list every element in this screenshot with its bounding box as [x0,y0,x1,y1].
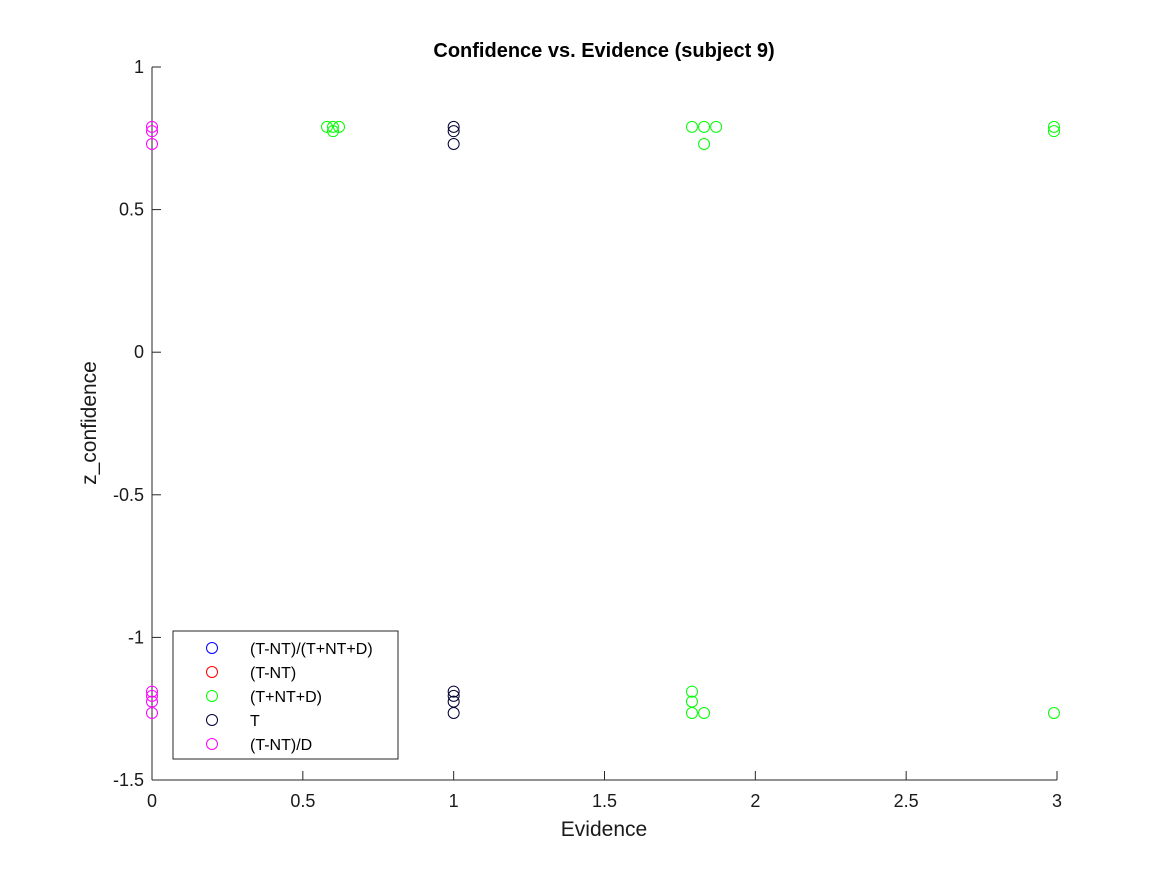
x-tick-label: 0 [147,791,157,811]
y-tick-label: 0.5 [119,200,144,220]
x-tick-label: 3 [1052,791,1062,811]
legend-entry: (T-NT)/D [250,737,312,754]
legend-marker [206,714,218,726]
legend-entry: (T+NT+D) [250,689,322,706]
y-axis-label: z_confidence [78,361,101,485]
data-points [146,120,1060,719]
data-point [698,138,711,151]
data-point [685,695,698,708]
data-point [447,138,460,151]
data-point [685,685,698,698]
data-point [1047,120,1060,133]
data-point [333,120,346,133]
x-tick-label: 1.5 [592,791,617,811]
legend-entry: (T-NT)/(T+NT+D) [250,641,373,658]
data-point [146,120,158,133]
data-point [698,120,711,133]
data-point [447,125,460,138]
legend-marker [206,642,218,654]
data-point [1047,125,1060,138]
data-point [146,685,158,698]
legend-box [172,630,399,760]
x-axis-label: Evidence [561,818,647,841]
data-point [447,689,460,702]
data-point [1047,706,1060,719]
legend: (T-NT)/(T+NT+D) (T-NT) (T+NT+D) T (T-NT)/D [172,630,399,760]
y-tick-label: -0.5 [113,485,144,505]
data-point [447,685,460,698]
legend-entry: (T-NT) [250,665,296,682]
data-point [320,120,333,133]
data-point [698,706,711,719]
x-tick-label: 2.5 [894,791,919,811]
data-point [447,120,460,133]
legend-entry: T [250,713,260,730]
legend-marker [206,666,218,678]
y-tick-label: -1 [128,627,144,647]
y-tick-label: 0 [134,342,144,362]
x-tick-label: 0.5 [290,791,315,811]
y-tick-label: 1 [134,57,144,77]
data-point [146,689,158,702]
data-point [685,120,698,133]
chart-title: Confidence vs. Evidence (subject 9) [433,40,774,62]
legend-marker [206,738,218,750]
data-point [327,125,339,138]
legend-marker [206,690,218,702]
data-point [327,120,339,133]
y-tick-label: -1.5 [113,770,144,790]
data-point [146,138,158,151]
data-point [146,125,158,138]
data-point [685,706,698,719]
x-tick-label: 1 [449,791,459,811]
data-point [447,706,460,719]
data-point [710,120,723,133]
axes: 0 0.5 1 1.5 2 2.5 3 1 0.5 0 -0.5 -1 -1.5 [113,57,1062,811]
data-point [146,706,158,719]
x-tick-label: 2 [750,791,760,811]
